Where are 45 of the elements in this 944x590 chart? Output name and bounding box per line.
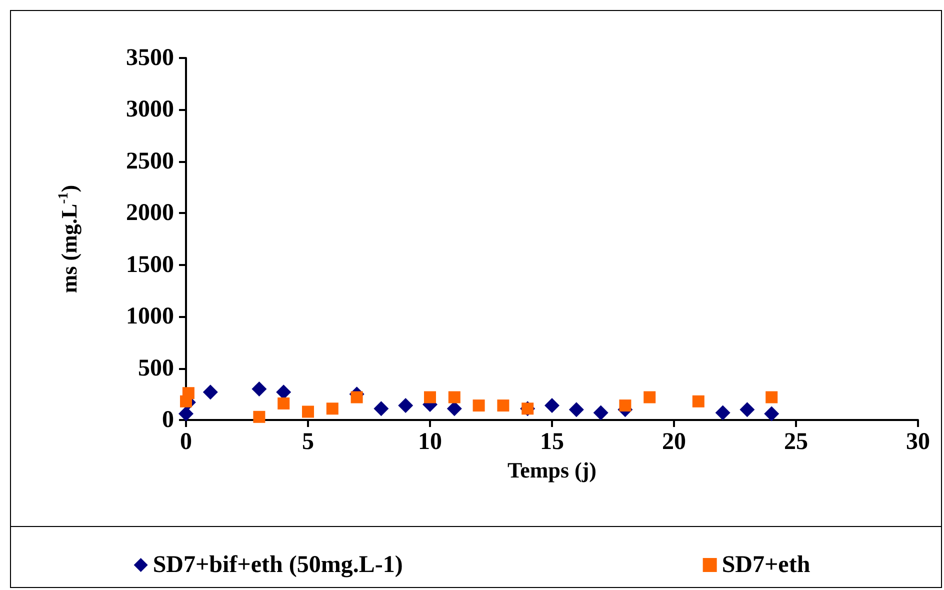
x-tick-label: 20 [662, 429, 686, 455]
x-axis-title: Temps (j) [507, 457, 597, 482]
point [593, 405, 608, 420]
point [350, 391, 363, 404]
x-tick-label: 15 [540, 429, 564, 455]
point [568, 402, 584, 418]
point [740, 402, 755, 418]
point [202, 384, 218, 400]
x-tick-label: 30 [906, 429, 930, 455]
x-tick-label: 25 [784, 429, 808, 455]
y-tick-label: 3500 [126, 45, 174, 71]
point [448, 391, 460, 404]
y-tick-label: 1000 [126, 304, 174, 330]
y-tick-label: 3000 [126, 96, 174, 123]
point [252, 381, 267, 396]
y-tick-label: 500 [138, 355, 174, 382]
point [178, 406, 194, 422]
point [692, 395, 704, 408]
point [715, 405, 730, 420]
point [472, 400, 485, 412]
legend-label: SD7+bif+eth (50mg.L-1) [152, 552, 403, 578]
point [278, 397, 290, 410]
point [424, 391, 436, 404]
point [764, 406, 780, 422]
x-tick-label: 5 [302, 429, 314, 455]
point [182, 387, 194, 400]
point [374, 401, 389, 416]
point [766, 391, 778, 404]
point [398, 398, 414, 414]
point [619, 400, 632, 412]
point [302, 406, 314, 418]
point [326, 402, 338, 415]
point [544, 398, 560, 414]
x-tick-label: 10 [418, 429, 442, 455]
y-tick-label: 2500 [126, 148, 174, 174]
x-tick-label: 0 [180, 429, 192, 455]
y-tick-label: 0 [162, 407, 174, 433]
point [497, 400, 510, 412]
y-tick-label: 2000 [126, 200, 174, 226]
point [446, 401, 462, 416]
y-tick-label: 1500 [126, 252, 174, 278]
point [644, 391, 656, 404]
legend-label: SD7+eth [722, 552, 810, 578]
point [253, 410, 266, 423]
y-axis-title: ms (mg.L-1) [56, 184, 82, 294]
